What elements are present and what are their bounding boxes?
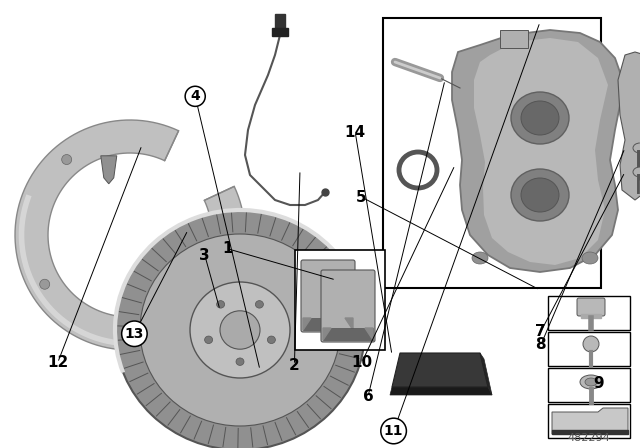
Polygon shape bbox=[552, 430, 628, 434]
Ellipse shape bbox=[511, 92, 569, 144]
Text: 8: 8 bbox=[536, 337, 546, 353]
Bar bbox=[548, 368, 630, 402]
Polygon shape bbox=[452, 30, 622, 272]
Polygon shape bbox=[15, 120, 245, 350]
Bar bbox=[295, 250, 385, 350]
Text: 10: 10 bbox=[351, 355, 372, 370]
Polygon shape bbox=[272, 28, 288, 36]
FancyBboxPatch shape bbox=[577, 298, 605, 316]
Polygon shape bbox=[100, 156, 116, 184]
Circle shape bbox=[61, 155, 72, 164]
Ellipse shape bbox=[220, 311, 260, 349]
Circle shape bbox=[40, 279, 50, 289]
Bar bbox=[548, 296, 630, 330]
Bar bbox=[548, 404, 630, 438]
Text: 9: 9 bbox=[593, 375, 604, 391]
Text: 1: 1 bbox=[222, 241, 232, 256]
Ellipse shape bbox=[216, 301, 225, 308]
Polygon shape bbox=[392, 353, 488, 387]
Polygon shape bbox=[275, 14, 285, 28]
Ellipse shape bbox=[140, 234, 340, 426]
Text: 13: 13 bbox=[125, 327, 144, 341]
Polygon shape bbox=[581, 314, 601, 318]
Ellipse shape bbox=[472, 252, 488, 264]
FancyBboxPatch shape bbox=[321, 270, 375, 342]
FancyBboxPatch shape bbox=[301, 260, 355, 332]
Ellipse shape bbox=[268, 336, 275, 344]
Bar bbox=[548, 332, 630, 366]
Ellipse shape bbox=[582, 252, 598, 264]
Circle shape bbox=[583, 336, 599, 352]
Circle shape bbox=[211, 279, 220, 289]
Text: 6: 6 bbox=[363, 389, 373, 404]
Ellipse shape bbox=[633, 143, 640, 153]
Polygon shape bbox=[365, 328, 373, 340]
Text: 11: 11 bbox=[384, 424, 403, 438]
Circle shape bbox=[142, 327, 152, 337]
Polygon shape bbox=[323, 328, 331, 340]
Ellipse shape bbox=[115, 210, 365, 448]
Ellipse shape bbox=[633, 167, 640, 177]
Text: 2: 2 bbox=[289, 358, 300, 373]
Bar bbox=[500, 30, 528, 48]
Ellipse shape bbox=[511, 169, 569, 221]
Polygon shape bbox=[390, 387, 492, 395]
Polygon shape bbox=[552, 408, 628, 434]
Bar bbox=[303, 318, 353, 330]
Ellipse shape bbox=[585, 378, 597, 386]
Bar bbox=[383, 18, 601, 288]
Text: 7: 7 bbox=[536, 324, 546, 339]
Text: 4: 4 bbox=[190, 89, 200, 103]
Text: 5: 5 bbox=[356, 190, 367, 205]
Ellipse shape bbox=[236, 358, 244, 366]
Polygon shape bbox=[618, 52, 640, 200]
Ellipse shape bbox=[580, 375, 602, 389]
Ellipse shape bbox=[190, 282, 290, 378]
Polygon shape bbox=[345, 318, 353, 330]
Text: 482294: 482294 bbox=[568, 433, 611, 443]
Text: 14: 14 bbox=[344, 125, 366, 140]
Polygon shape bbox=[303, 318, 311, 330]
Polygon shape bbox=[480, 353, 492, 395]
Bar bbox=[323, 328, 373, 340]
Ellipse shape bbox=[255, 301, 264, 308]
Polygon shape bbox=[474, 38, 608, 265]
Ellipse shape bbox=[521, 101, 559, 135]
Text: 3: 3 bbox=[200, 248, 210, 263]
Text: 12: 12 bbox=[47, 355, 68, 370]
Ellipse shape bbox=[205, 336, 212, 344]
Ellipse shape bbox=[521, 178, 559, 212]
